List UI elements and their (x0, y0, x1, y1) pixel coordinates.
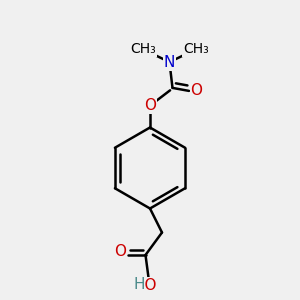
Text: N: N (164, 55, 175, 70)
Text: HO: HO (134, 278, 157, 292)
Text: O: O (114, 244, 126, 260)
Text: CH₃: CH₃ (130, 42, 156, 56)
Text: O: O (144, 98, 156, 113)
Text: O: O (190, 83, 202, 98)
Text: H: H (133, 277, 145, 292)
Text: CH₃: CH₃ (183, 42, 209, 56)
